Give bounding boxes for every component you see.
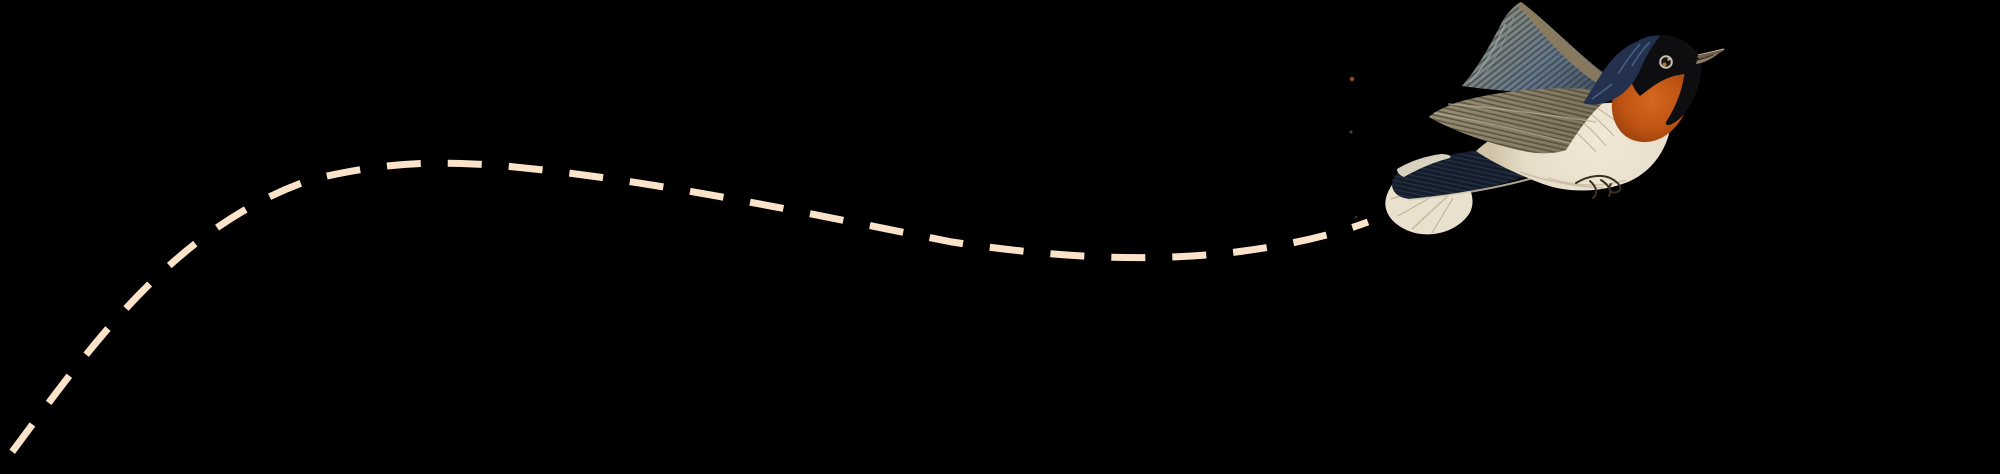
bird-crown	[1583, 35, 1660, 105]
bird-illustration	[1349, 2, 1726, 235]
bird-far-wing	[1462, 2, 1634, 97]
bird-beak	[1687, 48, 1726, 64]
flight-trail-dashed-line	[0, 159, 1370, 474]
bird-near-wing	[1429, 88, 1620, 154]
paint-specks	[1349, 76, 1358, 219]
bird-eye	[1659, 55, 1673, 69]
bird-foot	[1575, 174, 1622, 199]
